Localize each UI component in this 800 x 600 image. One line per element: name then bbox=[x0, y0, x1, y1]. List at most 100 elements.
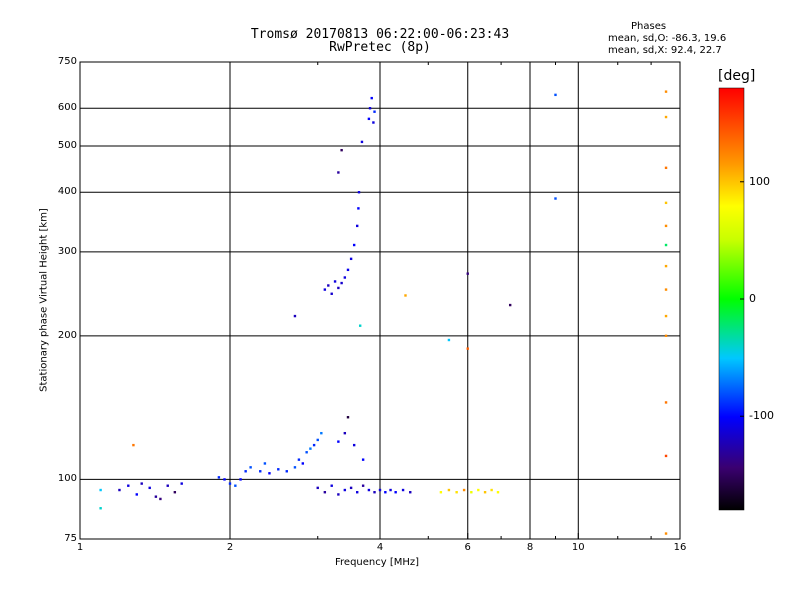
colorbar-tick-label: -100 bbox=[749, 409, 774, 423]
data-point bbox=[508, 303, 512, 307]
data-point bbox=[404, 294, 407, 297]
data-point bbox=[355, 224, 359, 228]
data-point bbox=[159, 497, 162, 501]
data-point bbox=[373, 110, 376, 113]
data-point bbox=[389, 488, 392, 492]
data-point bbox=[439, 491, 443, 494]
data-point bbox=[355, 491, 359, 494]
data-point bbox=[277, 468, 280, 471]
data-point bbox=[664, 532, 668, 535]
data-point bbox=[330, 292, 333, 295]
data-point bbox=[154, 495, 158, 498]
phases-title: Phases bbox=[631, 21, 667, 32]
data-point bbox=[447, 488, 451, 492]
data-point bbox=[346, 416, 350, 419]
data-point bbox=[361, 484, 365, 487]
data-point bbox=[664, 314, 668, 318]
data-point bbox=[462, 488, 466, 492]
data-point bbox=[320, 431, 323, 435]
data-point bbox=[409, 491, 412, 494]
x-tick-label: 4 bbox=[376, 542, 384, 553]
data-point bbox=[664, 334, 668, 338]
data-point bbox=[217, 476, 221, 479]
data-point bbox=[370, 96, 373, 100]
data-point bbox=[361, 458, 365, 461]
data-point bbox=[268, 472, 271, 475]
data-point bbox=[343, 276, 347, 279]
data-point bbox=[223, 478, 226, 481]
data-point bbox=[360, 140, 364, 144]
y-tick-label: 750 bbox=[57, 56, 77, 67]
data-point bbox=[466, 347, 469, 350]
data-point bbox=[352, 243, 356, 247]
y-tick-label: 600 bbox=[57, 102, 77, 114]
data-point bbox=[664, 166, 668, 170]
x-axis-title: Frequency [MHz] bbox=[335, 557, 420, 568]
data-point bbox=[357, 191, 361, 194]
data-point bbox=[337, 440, 340, 443]
data-point bbox=[466, 272, 469, 275]
data-point bbox=[166, 484, 169, 487]
data-point bbox=[148, 486, 151, 490]
data-point bbox=[372, 121, 375, 124]
data-point bbox=[312, 443, 316, 447]
phases-x-line: mean, sd,X: 92.4, 22.7 bbox=[608, 45, 722, 56]
data-point bbox=[367, 117, 371, 121]
data-point bbox=[664, 90, 668, 93]
chart-title: Tromsø 20170813 06:22:00-06:23:43 bbox=[250, 27, 510, 42]
data-point bbox=[664, 264, 668, 268]
data-point bbox=[337, 493, 340, 496]
colorbar-label: [deg] bbox=[718, 68, 756, 84]
data-point bbox=[477, 488, 480, 492]
data-point bbox=[352, 443, 356, 447]
data-point bbox=[664, 401, 668, 404]
colorbar-tick-label: 100 bbox=[749, 174, 770, 188]
data-point bbox=[330, 484, 333, 487]
data-point bbox=[554, 197, 557, 200]
data-point bbox=[228, 482, 232, 485]
data-point bbox=[244, 470, 247, 473]
data-point bbox=[99, 488, 102, 492]
data-point bbox=[384, 491, 387, 494]
data-point bbox=[301, 462, 305, 465]
data-point bbox=[337, 171, 340, 174]
phases-o-line: mean, sd,O: -86.3, 19.6 bbox=[608, 33, 727, 44]
data-point bbox=[340, 281, 343, 285]
data-point bbox=[368, 107, 372, 110]
data-point bbox=[554, 93, 557, 97]
data-point bbox=[664, 454, 668, 458]
data-point bbox=[297, 458, 301, 461]
data-point bbox=[343, 488, 347, 492]
data-point bbox=[99, 507, 102, 510]
y-tick-label: 200 bbox=[57, 329, 77, 341]
y-tick-label: 500 bbox=[57, 139, 77, 151]
data-point bbox=[346, 268, 350, 272]
data-point bbox=[343, 431, 347, 435]
data-point bbox=[249, 466, 252, 469]
data-point bbox=[259, 470, 262, 473]
y-tick-label: 75 bbox=[64, 533, 77, 544]
chart-subtitle: RwPretec (8p) bbox=[329, 40, 431, 55]
data-point bbox=[373, 491, 376, 494]
data-point bbox=[378, 488, 382, 492]
y-tick-label: 400 bbox=[57, 186, 77, 198]
data-point bbox=[135, 493, 138, 496]
data-point bbox=[349, 257, 353, 261]
colorbar bbox=[718, 87, 745, 511]
data-point bbox=[337, 286, 340, 290]
data-point bbox=[455, 491, 458, 494]
data-point bbox=[127, 484, 130, 487]
data-point bbox=[470, 491, 473, 494]
data-point bbox=[496, 491, 500, 494]
data-point bbox=[234, 484, 237, 487]
data-point bbox=[358, 324, 362, 327]
data-point bbox=[263, 462, 267, 465]
data-point bbox=[140, 482, 143, 485]
y-tick-label: 100 bbox=[57, 473, 77, 485]
data-point bbox=[664, 288, 668, 291]
data-point bbox=[333, 280, 337, 283]
data-point bbox=[367, 488, 371, 492]
data-point bbox=[316, 438, 319, 442]
data-point bbox=[309, 447, 312, 450]
